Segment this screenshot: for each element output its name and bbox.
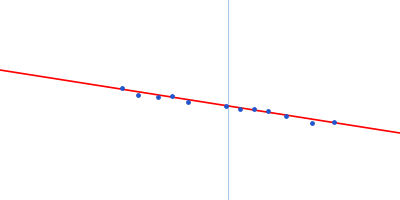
Point	[169, 94, 175, 97]
Point	[119, 86, 125, 89]
Point	[135, 93, 141, 97]
Point	[155, 95, 161, 98]
Point	[237, 108, 243, 111]
Point	[251, 107, 257, 111]
Point	[331, 120, 337, 123]
Point	[185, 100, 191, 104]
Point	[283, 115, 289, 118]
Point	[265, 110, 271, 113]
Point	[309, 122, 315, 125]
Point	[223, 104, 229, 107]
